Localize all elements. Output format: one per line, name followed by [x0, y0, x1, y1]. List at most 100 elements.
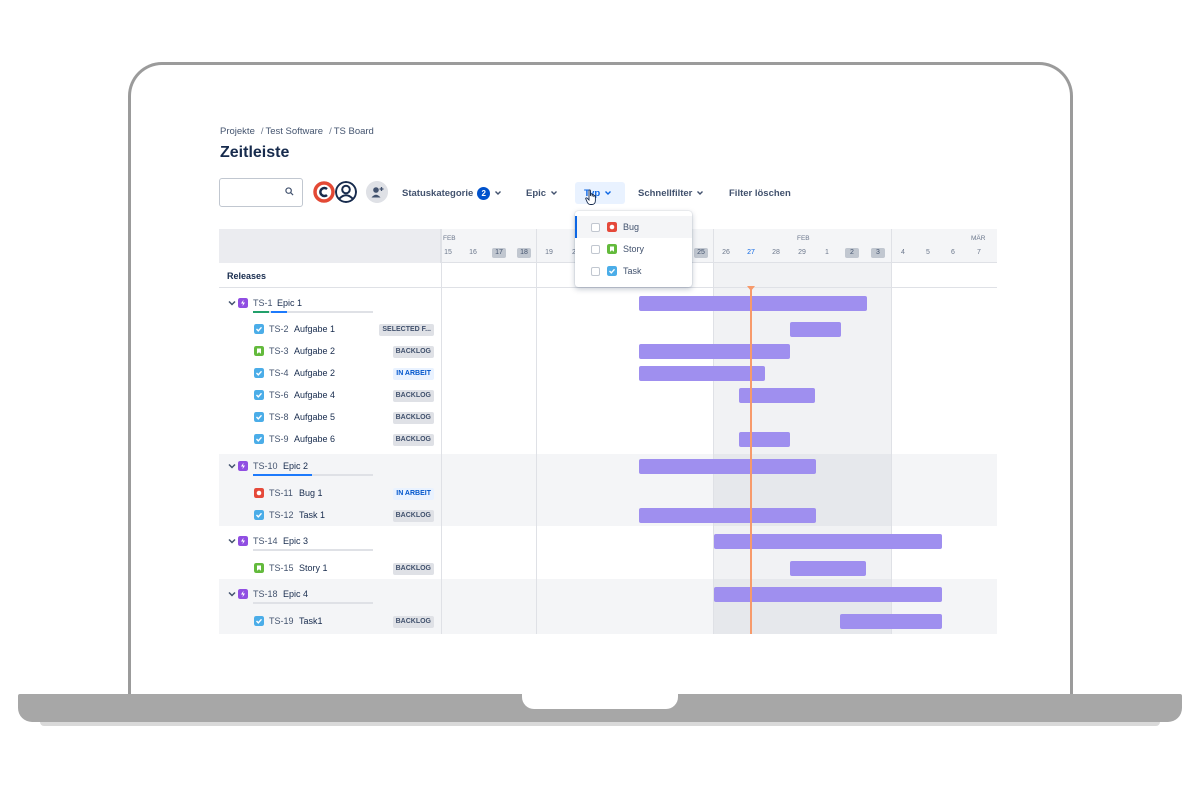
epic-icon: [238, 589, 248, 599]
issue-key[interactable]: TS-11: [269, 488, 293, 498]
status-badge[interactable]: IN ARBEIT: [393, 368, 434, 380]
schedule-bar[interactable]: [639, 296, 867, 311]
status-badge[interactable]: BACKLOG: [392, 346, 434, 358]
issue-title[interactable]: Epic 1: [277, 298, 303, 308]
bug-icon: [254, 488, 264, 498]
status-badge[interactable]: BACKLOG: [392, 510, 434, 522]
task-icon: [254, 434, 264, 444]
schedule-bar[interactable]: [739, 432, 790, 447]
schedule-bar[interactable]: [639, 366, 765, 381]
issue-title[interactable]: Aufgabe 5: [294, 412, 336, 422]
task-icon: [254, 510, 264, 520]
issue-key[interactable]: TS-3: [269, 346, 289, 356]
breadcrumb-separator: /: [260, 126, 264, 137]
schedule-bar[interactable]: [639, 508, 816, 523]
timeline-row[interactable]: TS-19 Task1 BACKLOG: [219, 611, 997, 633]
issue-title[interactable]: Aufgabe 4: [294, 390, 336, 400]
timeline-row[interactable]: TS-6 Aufgabe 4 BACKLOG: [219, 385, 997, 407]
timeline-row[interactable]: TS-8 Aufgabe 5 BACKLOG: [219, 407, 997, 429]
schedule-bar[interactable]: [639, 459, 816, 474]
issue-title[interactable]: Epic 4: [283, 589, 309, 599]
timeline-row[interactable]: TS-14 Epic 3: [219, 531, 997, 553]
breadcrumb-project[interactable]: Test Software: [265, 126, 324, 137]
issue-title[interactable]: Epic 2: [283, 461, 309, 471]
schedule-bar[interactable]: [714, 534, 942, 549]
status-badge[interactable]: SELECTED F...: [379, 324, 434, 336]
type-option-story[interactable]: Story: [575, 238, 692, 260]
issue-key[interactable]: TS-9: [269, 434, 289, 444]
breadcrumb-projects[interactable]: Projekte: [220, 126, 255, 137]
timeline-row[interactable]: TS-9 Aufgabe 6 BACKLOG: [219, 429, 997, 451]
issue-key[interactable]: TS-4: [269, 368, 289, 378]
issue-title[interactable]: Aufgabe 2: [294, 346, 336, 356]
search-field[interactable]: [219, 178, 303, 207]
chevron-down-icon[interactable]: [228, 299, 236, 307]
type-filter[interactable]: Typ: [584, 184, 612, 202]
quick-filter[interactable]: Schnellfilter: [638, 184, 704, 202]
chevron-down-icon: [697, 191, 704, 195]
day-label: 28: [772, 249, 780, 256]
issue-key[interactable]: TS-2: [269, 324, 289, 334]
timeline-row[interactable]: TS-11 Bug 1 IN ARBEIT: [219, 483, 997, 505]
timeline-view: FEB FEB MÄR 15 16 17 18 19 2 25 26 27 28…: [219, 229, 997, 634]
issue-key[interactable]: TS-19: [269, 616, 294, 626]
releases-label: Releases: [227, 271, 267, 281]
issue-title[interactable]: Task1: [299, 616, 323, 626]
timeline-row[interactable]: TS-12 Task 1 BACKLOG: [219, 505, 997, 527]
schedule-bar[interactable]: [790, 322, 841, 337]
checkbox[interactable]: [591, 223, 600, 232]
schedule-bar[interactable]: [714, 587, 942, 602]
status-badge[interactable]: BACKLOG: [392, 434, 434, 446]
type-option-task[interactable]: Task: [575, 260, 692, 282]
schedule-bar[interactable]: [639, 344, 790, 359]
timeline-row[interactable]: TS-2 Aufgabe 1 SELECTED F...: [219, 319, 997, 341]
clear-filters-button[interactable]: Filter löschen: [729, 184, 791, 202]
status-badge[interactable]: BACKLOG: [392, 412, 434, 424]
issue-title[interactable]: Aufgabe 2: [294, 368, 336, 378]
issue-title[interactable]: Aufgabe 6: [294, 434, 336, 444]
timeline-row[interactable]: TS-3 Aufgabe 2 BACKLOG: [219, 341, 997, 363]
issue-key[interactable]: TS-8: [269, 412, 289, 422]
status-category-label: Statuskategorie: [402, 187, 474, 199]
schedule-bar[interactable]: [790, 561, 866, 576]
status-badge[interactable]: BACKLOG: [392, 563, 434, 575]
epic-filter[interactable]: Epic: [526, 184, 558, 202]
issue-title[interactable]: Story 1: [299, 563, 328, 573]
type-option-bug[interactable]: Bug: [575, 216, 692, 238]
schedule-bar[interactable]: [739, 388, 815, 403]
story-icon: [254, 346, 264, 356]
breadcrumb-board[interactable]: TS Board: [333, 126, 374, 137]
issue-key[interactable]: TS-12: [269, 510, 294, 520]
issue-key[interactable]: TS-1: [253, 298, 273, 308]
issue-key[interactable]: TS-10: [253, 461, 278, 471]
day-label: 1: [825, 249, 829, 256]
checkbox[interactable]: [591, 245, 600, 254]
timeline-row[interactable]: TS-15 Story 1 BACKLOG: [219, 558, 997, 580]
chevron-down-icon[interactable]: [228, 462, 236, 470]
issue-key[interactable]: TS-15: [269, 563, 294, 573]
chevron-down-icon[interactable]: [228, 590, 236, 598]
timeline-row[interactable]: TS-10 Epic 2: [219, 456, 997, 478]
issue-title[interactable]: Bug 1: [299, 488, 323, 498]
issue-title[interactable]: Aufgabe 1: [294, 324, 336, 334]
schedule-bar[interactable]: [840, 614, 942, 629]
chevron-down-icon[interactable]: [228, 537, 236, 545]
add-people-icon[interactable]: [366, 181, 388, 203]
user-avatar-icon[interactable]: [335, 181, 357, 203]
issue-title[interactable]: Epic 3: [283, 536, 309, 546]
search-input[interactable]: [224, 183, 282, 202]
timeline-row[interactable]: TS-18 Epic 4: [219, 584, 997, 606]
issue-key[interactable]: TS-18: [253, 589, 278, 599]
status-badge[interactable]: IN ARBEIT: [393, 488, 434, 500]
day-label: 18: [517, 248, 531, 258]
status-badge[interactable]: BACKLOG: [392, 616, 434, 628]
issue-key[interactable]: TS-6: [269, 390, 289, 400]
avatar[interactable]: [313, 181, 335, 203]
issue-key[interactable]: TS-14: [253, 536, 278, 546]
status-badge[interactable]: BACKLOG: [392, 390, 434, 402]
status-category-filter[interactable]: Statuskategorie 2: [402, 184, 502, 202]
checkbox[interactable]: [591, 267, 600, 276]
issue-title[interactable]: Task 1: [299, 510, 326, 520]
timeline-row[interactable]: TS-4 Aufgabe 2 IN ARBEIT: [219, 363, 997, 385]
timeline-row[interactable]: TS-1 Epic 1: [219, 293, 997, 315]
